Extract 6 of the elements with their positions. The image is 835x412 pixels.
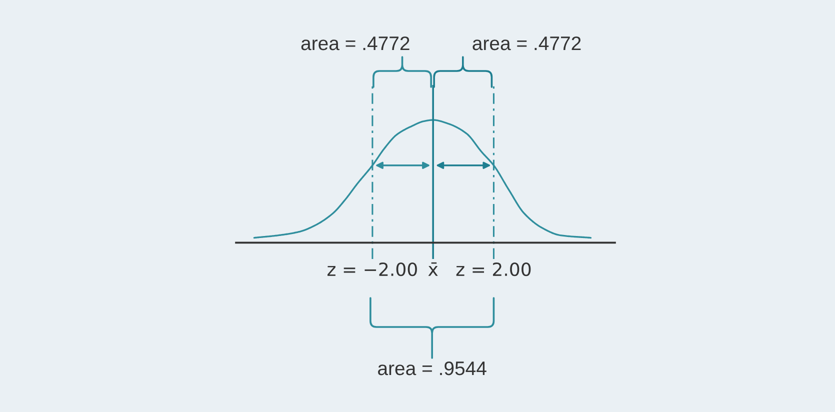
x-tick-label: z = −2.00 <box>328 262 417 276</box>
x-tick-label: z = 2.00 <box>456 262 531 276</box>
x-tick-label: x̄ <box>428 262 438 276</box>
text: area = .4772 <box>472 36 581 50</box>
text: area = .4772 <box>301 36 410 50</box>
text: area = .9544 <box>378 361 486 376</box>
